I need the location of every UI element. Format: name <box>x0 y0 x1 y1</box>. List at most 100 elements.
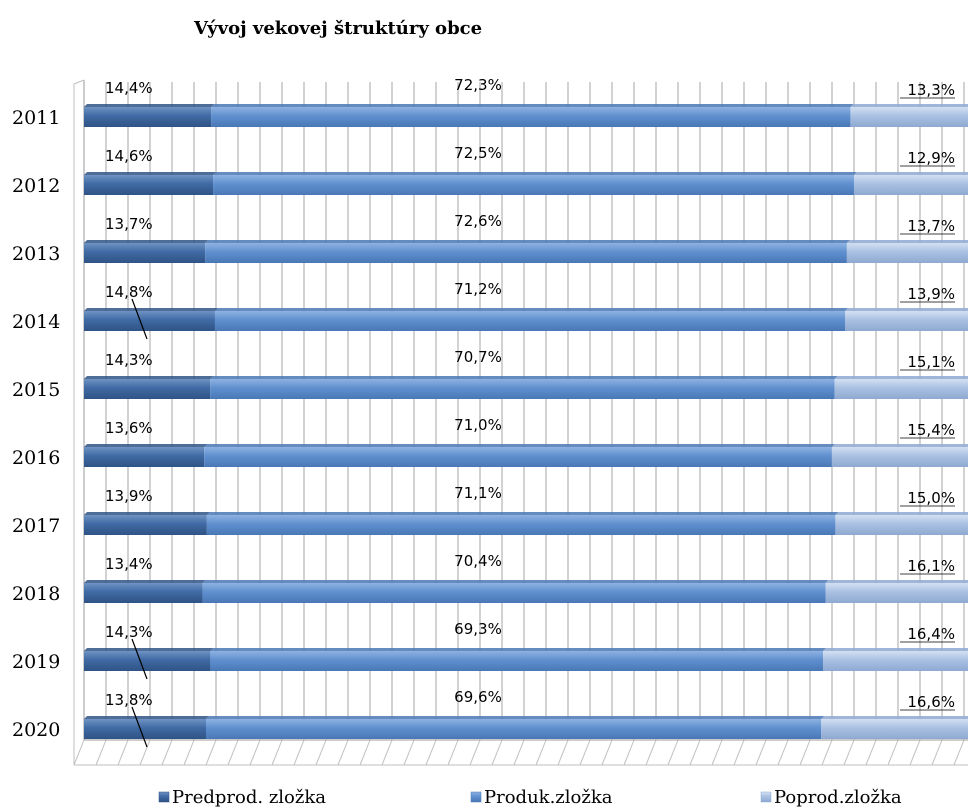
data-label: 14,3% <box>105 623 153 641</box>
floor-gridline <box>887 739 899 766</box>
bar-segment-top <box>84 308 218 311</box>
bar-segment-top <box>84 716 209 719</box>
data-label: 70,7% <box>454 348 502 366</box>
bar-segment-top <box>214 308 849 311</box>
floor-gridline <box>755 739 767 766</box>
legend-label-produk: Produk.zložka <box>484 787 613 808</box>
floor-gridline <box>491 739 503 766</box>
legend: Predprod. zložka Produk.zložka Poprod.zl… <box>158 787 902 808</box>
floor-gridline <box>403 739 415 766</box>
floor-gridline <box>777 739 789 766</box>
floor-gridline <box>469 739 481 766</box>
bar-segment <box>823 651 968 671</box>
floor-gridline <box>843 739 855 766</box>
data-label: 13,7% <box>105 215 153 233</box>
floor-gridline <box>645 739 657 766</box>
bar-segment-top <box>205 240 850 243</box>
data-label: 72,6% <box>454 212 502 230</box>
data-label: 16,6% <box>907 693 955 711</box>
leader-line <box>131 298 148 340</box>
data-label: 71,1% <box>454 484 502 502</box>
bar-segment-top <box>84 240 209 243</box>
floor-gridline <box>865 739 877 766</box>
bar-segment <box>214 311 846 331</box>
bar-segment <box>210 379 835 399</box>
bar-segment-top <box>834 376 968 379</box>
y-tick-label: 2020 <box>12 719 60 741</box>
bar-segment <box>84 651 211 671</box>
legend-item-produk: Produk.zložka <box>470 787 613 808</box>
bar-segment <box>84 379 211 399</box>
bar-segment-top <box>84 648 214 651</box>
data-label: 14,3% <box>105 351 153 369</box>
data-labels: 14,4% 72,3% 13,3% 14,6% 72,5% 12,9% 13,7% 72,6%… <box>105 76 955 748</box>
bar-segment <box>213 175 854 195</box>
bar-segment-top <box>850 104 968 107</box>
bar-segment <box>205 719 822 739</box>
bar-segment <box>84 515 207 535</box>
bar-segment <box>84 311 215 331</box>
floor-gridline <box>117 739 129 766</box>
bar-segment <box>84 447 205 467</box>
y-axis-ticks: 2011 2012 2013 2014 2015 2016 2017 2018 2019 2020 <box>12 107 60 741</box>
legend-swatch-poprod <box>760 791 772 803</box>
data-label: 70,4% <box>454 552 502 570</box>
floor-gridline <box>601 739 613 766</box>
bar-segment-top <box>84 376 214 379</box>
bar-segment <box>84 243 206 263</box>
legend-swatch-produk <box>470 791 482 803</box>
chart-title: Vývoj vekovej štruktúry obce <box>193 18 482 39</box>
bar-segment <box>821 719 968 739</box>
floor-gridline <box>447 739 459 766</box>
bar-segment-top <box>84 104 215 107</box>
floor-gridline <box>337 739 349 766</box>
bar-segment-top <box>84 580 206 583</box>
bar-segment-top <box>823 648 968 651</box>
data-label: 72,5% <box>454 144 502 162</box>
bar-segment-top <box>213 172 857 175</box>
bar-segment <box>210 651 824 671</box>
bar-segment-top <box>205 716 825 719</box>
floor-gridline <box>799 739 811 766</box>
data-label: 16,4% <box>907 625 955 643</box>
legend-label-predprod: Predprod. zložka <box>172 787 326 808</box>
bar-segment <box>84 107 212 127</box>
bar-segment-top <box>84 512 210 515</box>
floor-gridline <box>931 739 943 766</box>
floor-edge <box>73 739 85 766</box>
floor-gridline <box>227 739 239 766</box>
bar-segment <box>831 447 968 467</box>
floor-gridline <box>579 739 591 766</box>
data-label: 13,9% <box>907 285 955 303</box>
floor-gridline <box>95 739 107 766</box>
data-label: 13,3% <box>907 81 955 99</box>
y-tick-label: 2016 <box>12 447 60 469</box>
data-label: 12,9% <box>907 149 955 167</box>
bar-segment <box>846 243 968 263</box>
y-tick-label: 2019 <box>12 651 60 673</box>
y-tick-label: 2017 <box>12 515 60 537</box>
y-tick-label: 2015 <box>12 379 60 401</box>
bar-segment-top <box>821 716 968 719</box>
data-label: 13,7% <box>907 217 955 235</box>
bar-segment-top <box>206 512 839 515</box>
floor-gridline <box>667 739 679 766</box>
data-label: 14,8% <box>105 283 153 301</box>
data-label: 13,8% <box>105 691 153 709</box>
floor-gridline <box>161 739 173 766</box>
floor-gridline <box>315 739 327 766</box>
bar-segment <box>853 175 968 195</box>
data-label: 16,1% <box>907 557 955 575</box>
bar-segment-top <box>846 240 968 243</box>
floor-gridline <box>953 739 965 766</box>
bar-segment <box>834 379 968 399</box>
floor-gridline <box>711 739 723 766</box>
data-label: 13,4% <box>105 555 153 573</box>
floor-gridline <box>359 739 371 766</box>
floor-gridline <box>557 739 569 766</box>
floor-gridline <box>425 739 437 766</box>
data-label: 69,3% <box>454 620 502 638</box>
bar-segment-top <box>202 580 829 583</box>
floor-gridline <box>139 739 151 766</box>
